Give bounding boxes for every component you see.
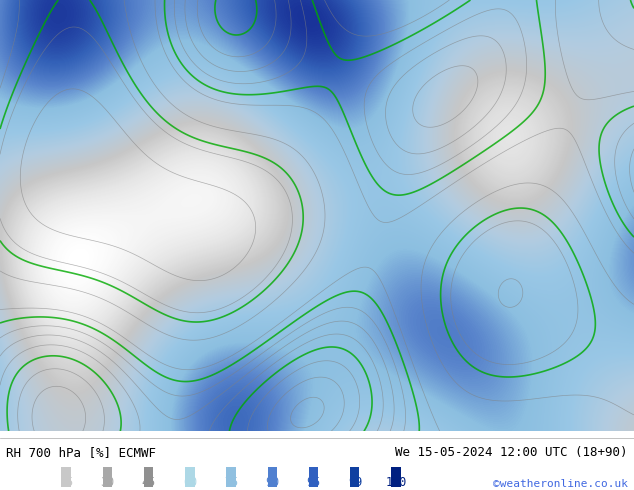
FancyBboxPatch shape	[350, 467, 359, 487]
FancyBboxPatch shape	[103, 467, 112, 487]
Text: 60: 60	[183, 476, 197, 489]
FancyBboxPatch shape	[61, 467, 71, 487]
Text: 30: 30	[101, 476, 115, 489]
Text: 75: 75	[224, 476, 238, 489]
Text: 90: 90	[266, 476, 280, 489]
FancyBboxPatch shape	[185, 467, 195, 487]
Text: RH 700 hPa [%] ECMWF: RH 700 hPa [%] ECMWF	[6, 446, 157, 459]
Text: 100: 100	[385, 476, 407, 489]
FancyBboxPatch shape	[226, 467, 236, 487]
Text: We 15-05-2024 12:00 UTC (18+90): We 15-05-2024 12:00 UTC (18+90)	[395, 446, 628, 459]
FancyBboxPatch shape	[268, 467, 277, 487]
FancyBboxPatch shape	[144, 467, 153, 487]
Text: ©weatheronline.co.uk: ©weatheronline.co.uk	[493, 479, 628, 489]
Text: 95: 95	[307, 476, 321, 489]
FancyBboxPatch shape	[309, 467, 318, 487]
Text: 45: 45	[142, 476, 156, 489]
FancyBboxPatch shape	[391, 467, 401, 487]
Text: 15: 15	[60, 476, 74, 489]
Text: 99: 99	[348, 476, 362, 489]
